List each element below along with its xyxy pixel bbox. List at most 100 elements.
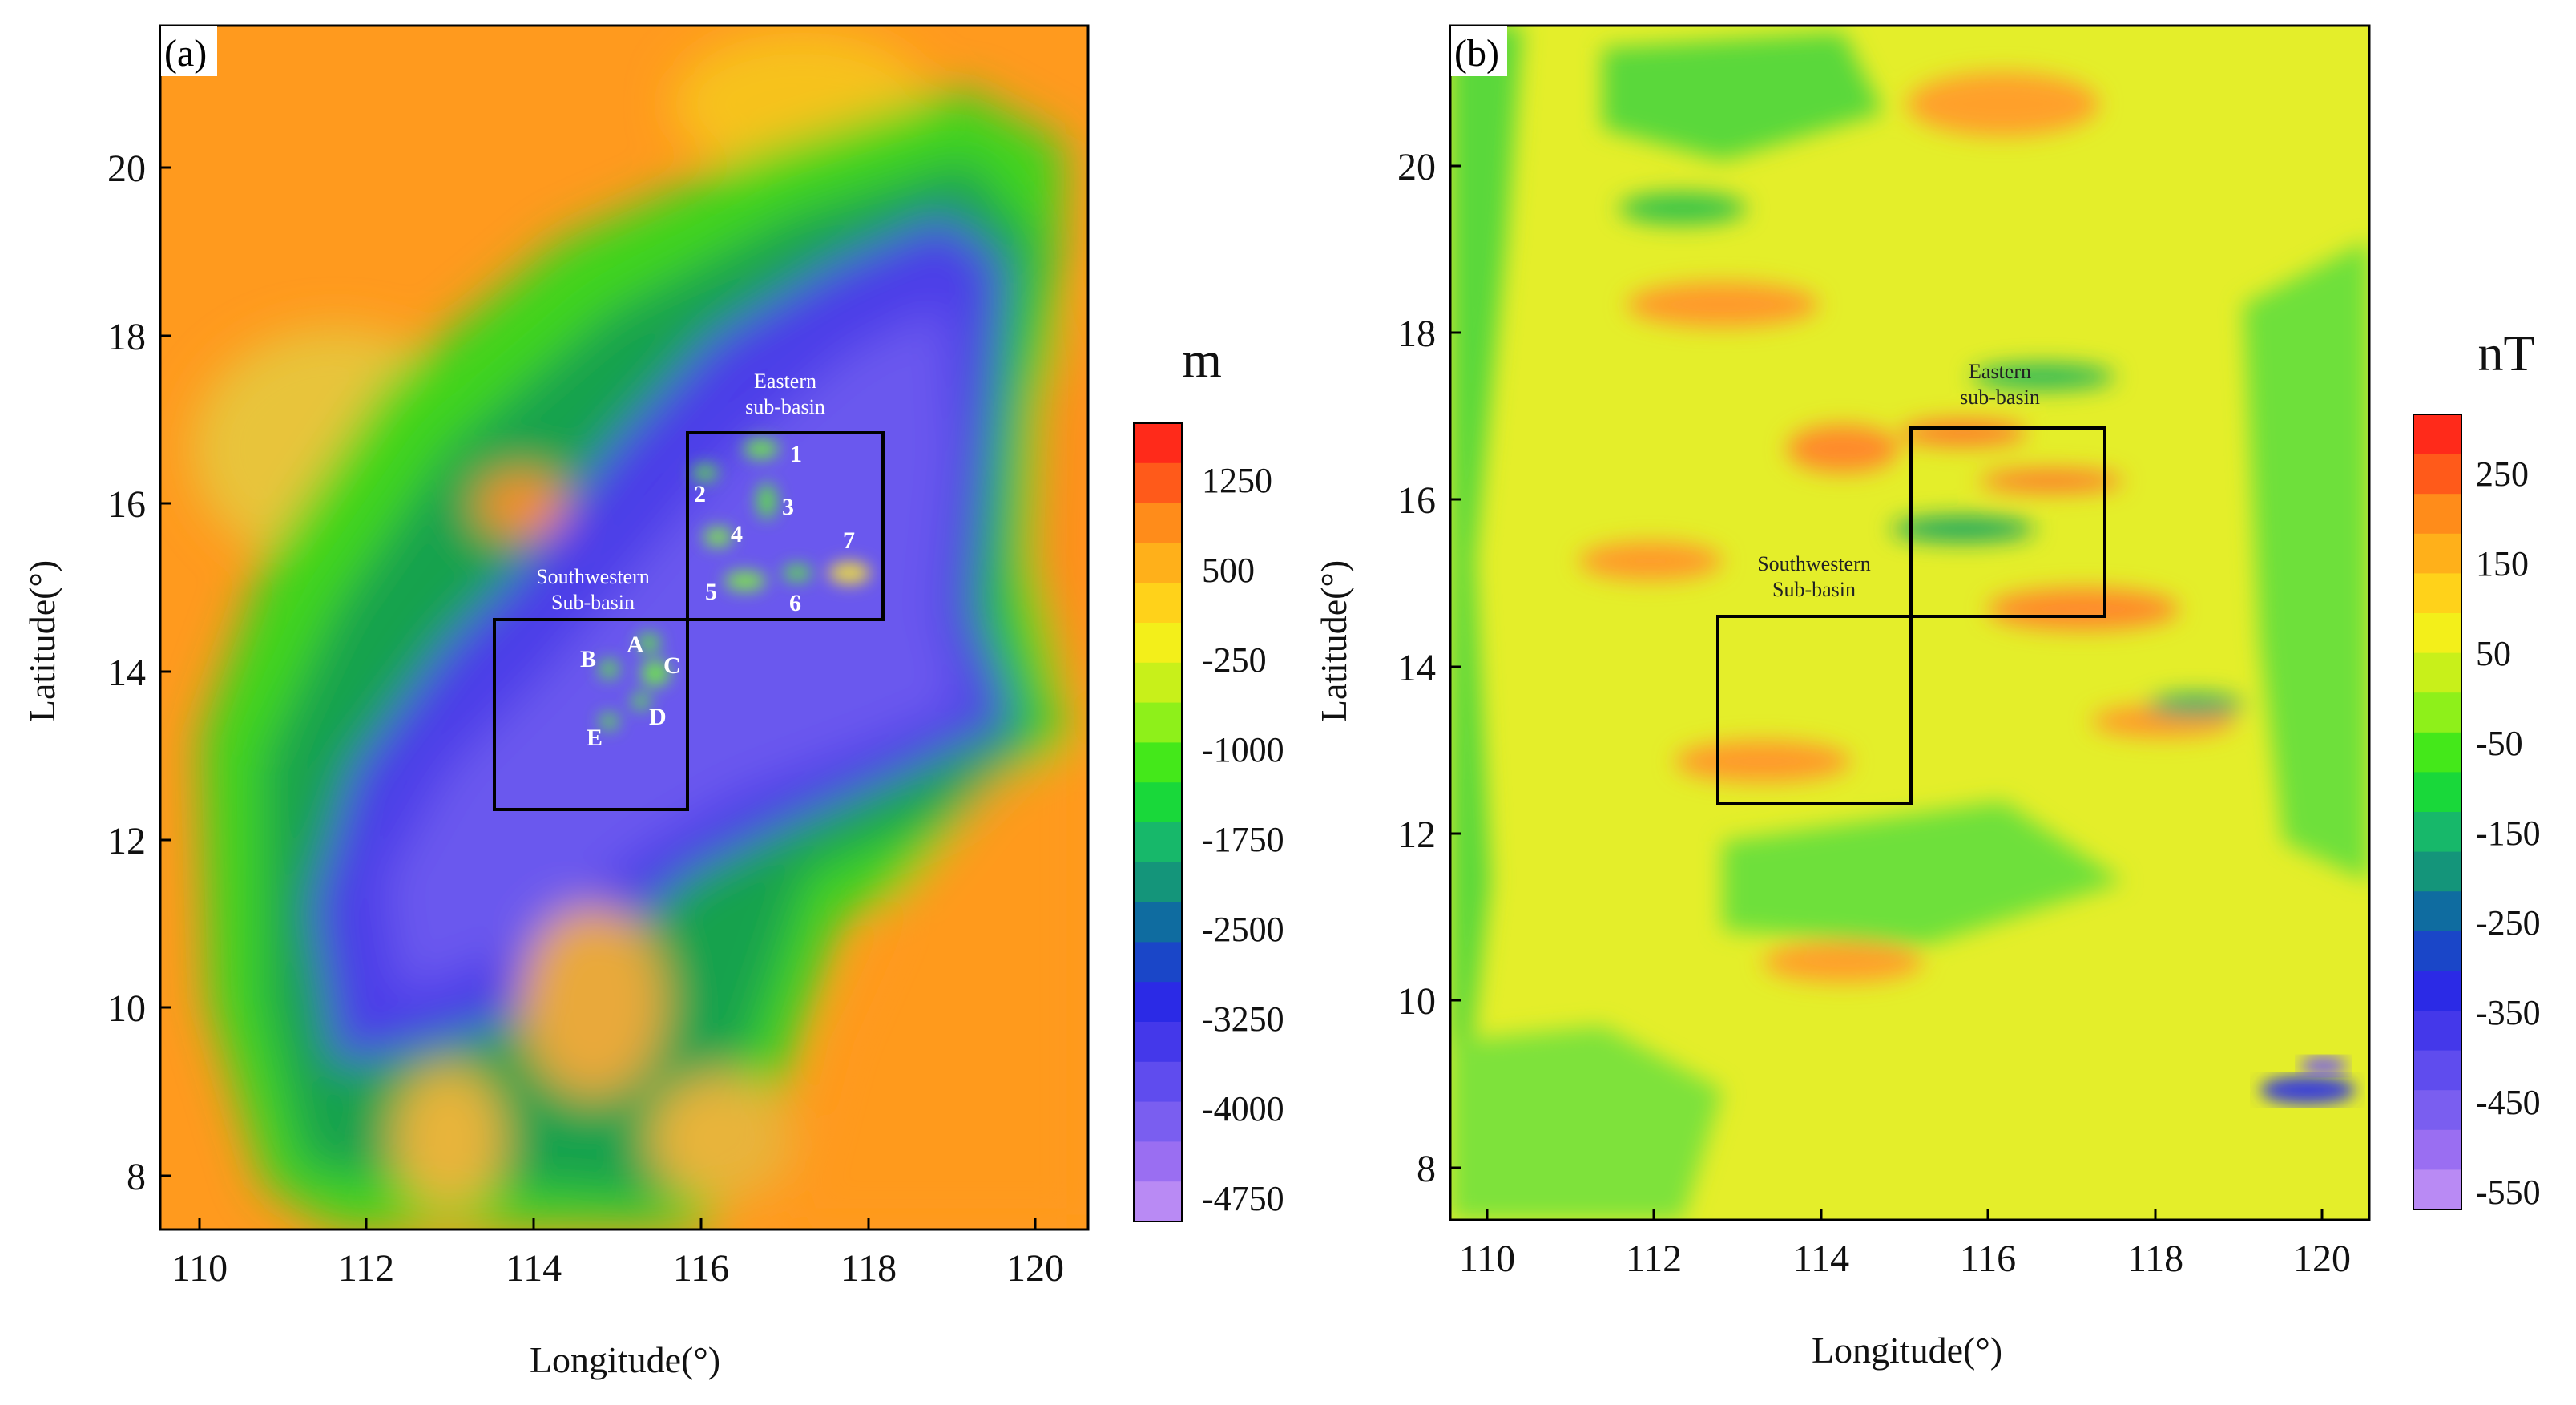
y-tick-b-4: 16 xyxy=(1397,479,1436,522)
seamount-7: 7 xyxy=(843,527,855,554)
x-tick-b-5: 120 xyxy=(2293,1237,2351,1280)
y-tick-a-5: 18 xyxy=(107,316,146,358)
y-tick-b-1: 10 xyxy=(1397,980,1436,1023)
seamount-5: 5 xyxy=(705,579,717,605)
colorbar-tick-a-8: -4750 xyxy=(1202,1179,1284,1218)
colorbar-a-step-13 xyxy=(1134,942,1182,983)
x-tick-a-3: 116 xyxy=(673,1247,729,1290)
x-tick-a-4: 118 xyxy=(841,1247,897,1290)
region-label-southwestern-1: Southwestern xyxy=(536,565,650,588)
x-tick-b-1: 112 xyxy=(1626,1237,1682,1280)
panel-label-b: (b) xyxy=(1454,32,1499,75)
colorbar-tick-b-1: 150 xyxy=(2476,544,2529,583)
seamount-3: 3 xyxy=(782,494,794,520)
seamount-4: 4 xyxy=(731,521,743,547)
colorbar-tick-a-4: -1750 xyxy=(1202,820,1284,859)
colorbar-tick-a-0: 1250 xyxy=(1202,461,1272,500)
region-label-southwestern-2: Sub-basin xyxy=(551,591,635,614)
colorbar-a-step-5 xyxy=(1134,623,1182,664)
region-label-southwestern-b-2: Sub-basin xyxy=(1772,578,1856,601)
colorbar-b-step-5 xyxy=(2413,613,2461,654)
colorbar-a-step-0 xyxy=(1134,423,1182,464)
y-tick-a-4: 16 xyxy=(107,483,146,526)
seamount-C: C xyxy=(663,652,681,679)
plot-frame-a xyxy=(159,24,1090,1231)
y-tick-b-6: 20 xyxy=(1397,146,1436,188)
colorbar-a-step-16 xyxy=(1134,1061,1182,1103)
seamount-B: B xyxy=(580,646,596,672)
y-axis-label-b: Latitude(°) xyxy=(1313,560,1354,722)
y-tick-a-0: 8 xyxy=(127,1156,146,1198)
colorbar-a-step-3 xyxy=(1134,543,1182,583)
x-tick-a-2: 114 xyxy=(506,1247,562,1290)
colorbar-a-step-14 xyxy=(1134,982,1182,1023)
colorbar-tick-b-6: -350 xyxy=(2476,993,2541,1032)
seamount-A: A xyxy=(627,632,644,658)
seamount-2: 2 xyxy=(694,481,706,507)
eastern-subbasin-box xyxy=(686,431,885,621)
x-tick-b-4: 118 xyxy=(2127,1237,2183,1280)
colorbar-a-step-7 xyxy=(1134,702,1182,743)
y-tick-b-2: 12 xyxy=(1397,814,1436,856)
x-tick-a-1: 112 xyxy=(338,1247,394,1290)
colorbar-tick-b-3: -50 xyxy=(2476,724,2523,763)
x-axis-a xyxy=(198,1218,1037,1229)
y-tick-a-2: 12 xyxy=(107,820,146,862)
y-tick-b-3: 14 xyxy=(1397,647,1436,689)
colorbar-tick-a-7: -4000 xyxy=(1202,1089,1284,1128)
colorbar-b xyxy=(2413,414,2462,1210)
y-tick-b-0: 8 xyxy=(1417,1148,1436,1190)
colorbar-a-step-18 xyxy=(1134,1141,1182,1182)
colorbar-a-step-11 xyxy=(1134,862,1182,903)
southwestern-subbasin-box xyxy=(493,618,689,811)
colorbar-a-step-19 xyxy=(1134,1181,1182,1222)
colorbar-b-step-8 xyxy=(2413,732,2461,773)
colorbar-b-step-15 xyxy=(2413,1011,2461,1052)
x-tick-a-0: 110 xyxy=(171,1247,228,1290)
colorbar-tick-b-5: -250 xyxy=(2476,903,2541,943)
panel-a: (a) Eastern sub-basin Southwestern Sub-b… xyxy=(22,24,1284,1380)
colorbar-b-step-3 xyxy=(2413,533,2461,574)
colorbar-b-step-0 xyxy=(2413,414,2461,455)
y-axis-label-a: Latitude(°) xyxy=(22,560,62,722)
colorbar-a-step-15 xyxy=(1134,1022,1182,1063)
colorbar-tick-b-8: -550 xyxy=(2476,1173,2541,1212)
colorbar-a-step-9 xyxy=(1134,782,1182,823)
magnetic-anomaly-map xyxy=(1450,26,2369,1220)
colorbar-a xyxy=(1133,422,1183,1222)
colorbar-b-step-16 xyxy=(2413,1050,2461,1091)
colorbar-b-step-19 xyxy=(2413,1169,2461,1210)
seamount-6: 6 xyxy=(789,590,801,616)
x-axis-b xyxy=(1486,1209,2324,1220)
colorbar-b-step-2 xyxy=(2413,494,2461,535)
region-label-southwestern-b-1: Southwestern xyxy=(1757,552,1871,575)
colorbar-tick-b-7: -450 xyxy=(2476,1083,2541,1122)
colorbar-a-step-4 xyxy=(1134,583,1182,624)
colorbar-tick-a-6: -3250 xyxy=(1202,999,1284,1039)
colorbar-a-step-12 xyxy=(1134,902,1182,943)
colorbar-tick-b-4: -150 xyxy=(2476,814,2541,853)
colorbar-tick-a-1: 500 xyxy=(1202,551,1255,590)
colorbar-unit-b: nT xyxy=(2477,325,2534,382)
colorbar-b-step-14 xyxy=(2413,971,2461,1011)
x-tick-b-2: 114 xyxy=(1793,1237,1849,1280)
region-label-eastern-1: Eastern xyxy=(754,369,816,393)
colorbar-b-step-17 xyxy=(2413,1090,2461,1131)
x-tick-b-0: 110 xyxy=(1459,1237,1515,1280)
colorbar-b-step-18 xyxy=(2413,1129,2461,1170)
colorbar-b-step-11 xyxy=(2413,851,2461,892)
y-tick-a-1: 10 xyxy=(107,987,146,1030)
colorbar-a-step-10 xyxy=(1134,822,1182,863)
colorbar-tick-b-0: 250 xyxy=(2476,454,2529,494)
colorbar-tick-a-5: -2500 xyxy=(1202,910,1284,949)
colorbar-b-step-9 xyxy=(2413,772,2461,813)
colorbar-a-frame xyxy=(1133,422,1183,1222)
colorbar-b-step-12 xyxy=(2413,891,2461,932)
colorbar-a-step-6 xyxy=(1134,662,1182,704)
colorbar-b-step-13 xyxy=(2413,931,2461,971)
seamount-E: E xyxy=(587,725,603,751)
colorbar-b-step-1 xyxy=(2413,454,2461,495)
colorbar-b-step-10 xyxy=(2413,812,2461,853)
eastern-subbasin-box-b xyxy=(1909,426,2106,618)
